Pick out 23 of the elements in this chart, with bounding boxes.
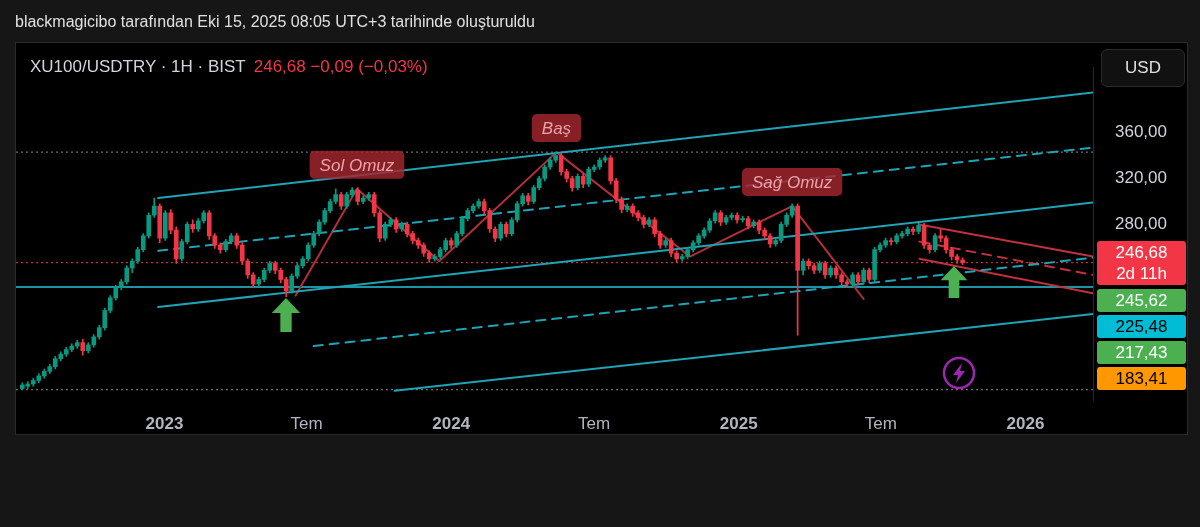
x-tick-label: 2026: [1006, 413, 1045, 433]
y-tick-label: 360,00: [1115, 122, 1167, 142]
annotation: Sol Omuz: [319, 155, 395, 175]
text: 217,43: [1097, 342, 1186, 363]
y-axis-title: USD: [1101, 49, 1185, 87]
chart-title: XU100/USDTRY · 1H · BIST: [30, 57, 246, 76]
ref-line-label: 246,68: [1114, 242, 1169, 263]
x-tick-label: Tem: [290, 413, 323, 433]
y-tick-label: 320,00: [1115, 168, 1167, 188]
x-tick-label: 2025: [719, 413, 758, 433]
ref-line-label: 225,48: [1097, 316, 1186, 337]
text: 2d 11h: [1115, 263, 1168, 284]
annotation: Baş: [541, 118, 572, 138]
text: 245,62: [1097, 290, 1186, 311]
x-tick-label: Tem: [864, 413, 897, 433]
x-tick-label: Tem: [578, 413, 611, 433]
text: 183,41: [1097, 368, 1186, 389]
annotation: Sağ Omuz: [751, 172, 833, 192]
x-tick-label: 2023: [145, 413, 184, 433]
y-tick-label: 280,00: [1115, 214, 1167, 234]
x-tick-label: 2024: [432, 413, 471, 433]
text: blackmagicibo tarafından Eki 15, 2025 08:05 UTC+3 tarihinde oluşturuldu: [15, 13, 535, 31]
chart-subtitle: 246,68 −0,09 (−0,03%): [253, 57, 428, 76]
